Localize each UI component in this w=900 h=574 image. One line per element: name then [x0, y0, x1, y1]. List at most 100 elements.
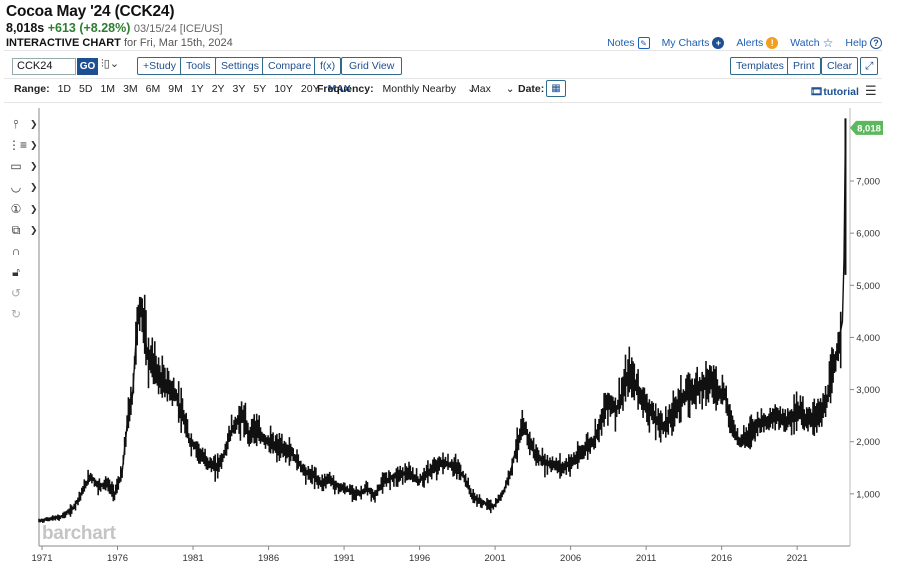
- fibonacci-icon: ⋮≡: [8, 138, 28, 152]
- alerts-label: Alerts: [736, 37, 764, 49]
- chart-kind-label: INTERACTIVE CHART: [6, 37, 121, 49]
- chart-subtitle: INTERACTIVE CHART for Fri, Mar 15th, 202…: [6, 37, 233, 49]
- chevron-right-icon: ❯: [30, 203, 38, 214]
- calendar-icon: ▦: [551, 83, 561, 94]
- last-price: 8,018s: [6, 21, 45, 35]
- range-option[interactable]: 3Y: [232, 83, 246, 95]
- my-charts-link[interactable]: My Charts +: [662, 37, 725, 49]
- range-option[interactable]: 20Y: [300, 83, 320, 95]
- plus-circle-icon: +: [712, 37, 725, 49]
- undo-tool[interactable]: ↺: [8, 285, 40, 301]
- fib-tool[interactable]: ⋮≡ ❯: [8, 137, 40, 153]
- templates-button[interactable]: Templates: [730, 57, 790, 75]
- frequency-label: Frequency:: [317, 83, 374, 95]
- expand-button[interactable]: ⤢: [860, 57, 879, 75]
- lock-tool[interactable]: 🔓︎: [8, 264, 40, 280]
- magnet-tool[interactable]: ∩: [8, 243, 40, 259]
- range-option[interactable]: 10Y: [274, 83, 293, 95]
- redo-tool[interactable]: ↻: [8, 306, 40, 322]
- magnet-icon: ∩: [11, 244, 21, 258]
- rectangle-icon: ▭: [10, 159, 22, 173]
- pencil-icon: ✎: [637, 37, 650, 49]
- tutorial-link[interactable]: 🎞tutorial: [810, 85, 859, 98]
- chevron-right-icon: ❯: [30, 139, 38, 150]
- film-icon: 🎞: [810, 86, 824, 98]
- chevron-down-icon: ⌄: [109, 58, 120, 70]
- range-option[interactable]: 3M: [123, 83, 138, 95]
- date-label: Date:: [518, 83, 545, 95]
- settings-button[interactable]: Settings: [215, 57, 265, 75]
- star-icon: ☆: [822, 36, 834, 50]
- tools-button[interactable]: Tools: [180, 57, 217, 75]
- range-option[interactable]: 5D: [79, 83, 93, 95]
- clear-button[interactable]: Clear: [821, 57, 859, 75]
- range-option[interactable]: 5Y: [253, 83, 267, 95]
- divider: [4, 50, 882, 51]
- study-button[interactable]: +Study: [137, 57, 182, 75]
- menu-icon[interactable]: ☰: [865, 83, 877, 98]
- redo-icon: ↻: [10, 307, 22, 321]
- range-option[interactable]: 6M: [145, 83, 161, 95]
- period-value: Max: [471, 83, 491, 95]
- range-option-active[interactable]: MAX: [327, 83, 351, 95]
- price-change: +613 (+8.28%): [47, 21, 131, 35]
- last-price-badge: [850, 120, 883, 135]
- watch-label: Watch: [790, 37, 820, 49]
- annotation-tool[interactable]: ① ❯: [8, 201, 40, 217]
- range-option[interactable]: 2Y: [211, 83, 225, 95]
- tutorial-label: tutorial: [823, 86, 859, 98]
- x-tick-label: 2006: [560, 553, 581, 564]
- print-button[interactable]: Print: [787, 57, 821, 75]
- crosshair-tool[interactable]: ⫯ ❯: [8, 116, 40, 132]
- y-tick-label: 3,000: [856, 385, 880, 396]
- chevron-right-icon: ❯: [30, 160, 38, 171]
- pattern-tool[interactable]: ⧉ ❯: [8, 222, 40, 238]
- x-tick-label: 2011: [636, 553, 656, 564]
- chevron-down-icon: ⌄: [505, 83, 515, 95]
- divider: [4, 102, 882, 103]
- period-select[interactable]: Max ⌄: [471, 83, 515, 95]
- frequency-select[interactable]: Frequency: Monthly Nearby ⌄: [317, 83, 476, 95]
- range-option[interactable]: 1Y: [190, 83, 204, 95]
- question-icon: ?: [870, 37, 882, 49]
- price-bars: [38, 294, 842, 523]
- expand-icon: ⤢: [865, 60, 874, 72]
- x-tick-label: 1986: [258, 553, 279, 564]
- symbol-input[interactable]: CCK24: [12, 58, 76, 75]
- watch-link[interactable]: Watch ☆: [790, 36, 833, 50]
- chevron-right-icon: ❯: [30, 224, 38, 235]
- alerts-link[interactable]: Alerts !: [736, 37, 779, 49]
- my-charts-label: My Charts: [661, 37, 710, 49]
- chart-type-dropdown[interactable]: ⫶▯⌄: [101, 57, 119, 71]
- help-label: Help: [845, 37, 867, 49]
- page-title: Cocoa May '24 (CCK24): [6, 3, 175, 20]
- alert-icon: !: [766, 37, 779, 49]
- range-option[interactable]: 1M: [100, 83, 116, 95]
- price-series-line: [38, 127, 847, 522]
- help-link[interactable]: Help ?: [845, 37, 882, 49]
- price-line: 8,018s +613 (+8.28%) 03/15/24 [ICE/US]: [6, 21, 223, 35]
- y-tick-label: 2,000: [856, 437, 880, 448]
- grid-view-button[interactable]: Grid View: [341, 57, 403, 75]
- shape-tool[interactable]: ▭ ❯: [8, 158, 40, 174]
- x-tick-label: 1981: [182, 553, 203, 564]
- range-option[interactable]: 1D: [57, 83, 72, 95]
- x-tick-label: 2001: [485, 553, 506, 564]
- curve-tool[interactable]: ◡ ❯: [8, 179, 40, 195]
- candlestick-icon: ⫶▯: [101, 58, 110, 70]
- go-button[interactable]: GO: [77, 58, 98, 75]
- x-tick-label: 2021: [787, 553, 808, 564]
- x-tick-label: 1976: [107, 553, 128, 564]
- numbered-circle-icon: ①: [10, 202, 22, 216]
- x-tick-label: 1971: [31, 553, 52, 564]
- unlock-icon: 🔓︎: [12, 264, 20, 279]
- compare-button[interactable]: Compare: [262, 57, 318, 75]
- fx-button[interactable]: f(x): [314, 57, 342, 75]
- y-tick-label: 1,000: [856, 489, 880, 500]
- undo-icon: ↺: [10, 286, 22, 300]
- notes-link[interactable]: Notes ✎: [607, 37, 650, 49]
- range-option[interactable]: 9M: [168, 83, 183, 95]
- range-selector: Range: 1D 5D 1M 3M 6M 9M 1Y 2Y 3Y 5Y 10Y…: [14, 83, 351, 95]
- calendar-button[interactable]: ▦: [546, 80, 566, 97]
